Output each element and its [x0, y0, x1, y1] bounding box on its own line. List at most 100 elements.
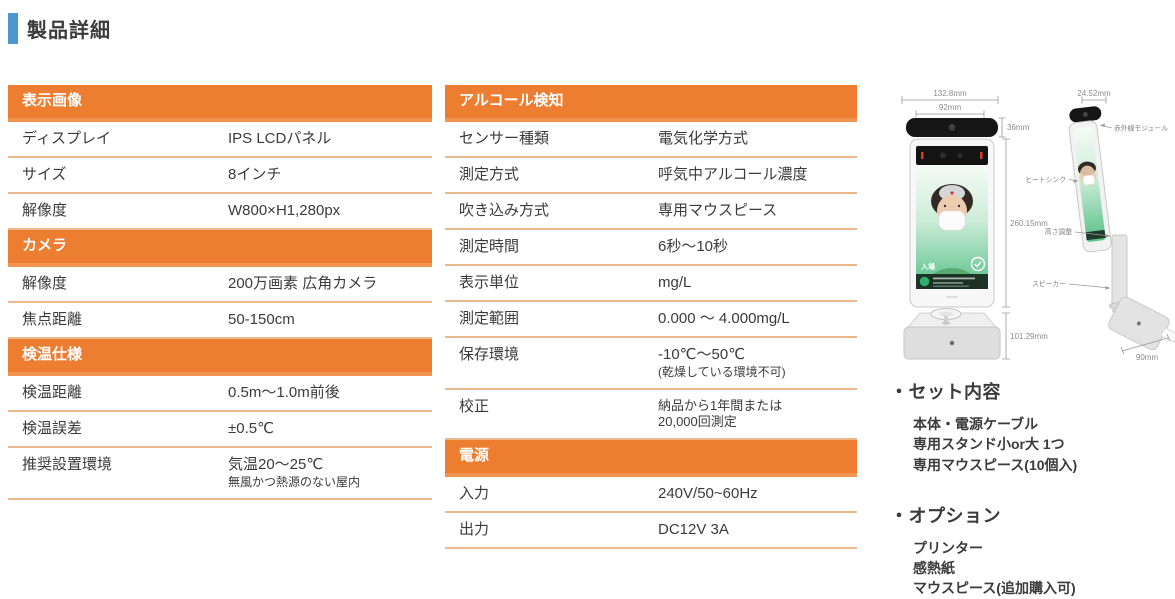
height-adjust-label: 高さ調整 — [1045, 227, 1072, 236]
spec-value: IPS LCDパネル — [228, 130, 332, 147]
spec-value: 専用マウスピース — [658, 202, 778, 219]
options-heading: ・オプション — [890, 505, 1001, 526]
spec-row: 測定範囲 0.000 ～ 4.000mg/L — [445, 302, 857, 338]
set-contents-heading: ・セット内容 — [890, 382, 1001, 402]
spec-key: 保存環境 — [459, 346, 520, 363]
product-images: 132.8mm 92mm 36mm — [901, 89, 1175, 362]
spec-value: 呼気中アルコール濃度 — [658, 166, 808, 183]
spec-row: センサー種類 電気化学方式 — [445, 122, 857, 158]
section-header-power: 電源 — [445, 440, 857, 477]
dim-line — [1002, 312, 1010, 360]
spec-row: 解像度 W800×H1,280px — [8, 194, 432, 230]
spec-key: 解像度 — [22, 202, 68, 219]
dim-body-height-label: 260.15mm — [1010, 219, 1048, 228]
dim-base-height-label: 101.29mm — [1010, 332, 1048, 341]
spec-key: 検温距離 — [22, 384, 83, 401]
spec-row: 解像度 200万画素 広角カメラ — [8, 267, 432, 303]
spec-value-main: 気温20～25℃ — [228, 456, 324, 473]
spec-value: 電気化学方式 — [658, 130, 749, 147]
spec-row: 表示単位 mg/L — [445, 266, 857, 302]
spec-row: 出力 DC12V 3A — [445, 513, 857, 549]
device-base-side — [1108, 296, 1175, 351]
arrowhead — [1100, 123, 1105, 128]
section-header-temperature: 検温仕様 — [8, 339, 432, 376]
spec-row: 入力 240V/50~60Hz — [445, 477, 857, 513]
options-list: プリンター 感熱紙 マウスピース(追加購入可) — [913, 538, 1175, 599]
spec-key: 測定範囲 — [459, 310, 520, 327]
spec-key: 入力 — [459, 485, 490, 502]
dim-width-inner-label: 92mm — [939, 103, 962, 112]
spec-value: 50-150cm — [228, 311, 295, 328]
heatsink-label: ヒートシンク — [1025, 176, 1066, 184]
spec-value: 0.000 ～ 4.000mg/L — [658, 310, 790, 327]
arrowhead — [1073, 179, 1078, 183]
front-view: 132.8mm 92mm 36mm — [901, 89, 1048, 360]
spec-row: 測定方式 呼気中アルコール濃度 — [445, 158, 857, 194]
camera-module — [906, 118, 998, 137]
spec-key: 測定時間 — [459, 238, 520, 255]
device-base-front — [903, 308, 1001, 360]
spec-row: 保存環境 -10℃～50℃ (乾燥している環境不可) — [445, 338, 857, 390]
spec-value: 6秒～10秒 — [658, 238, 729, 255]
spec-value-line: 納品から1年間または — [658, 398, 783, 413]
spec-row: サイズ 8インチ — [8, 158, 432, 194]
title-accent-bar — [8, 13, 18, 44]
spec-row: 焦点距離 50-150cm — [8, 303, 432, 339]
dim-line — [1002, 138, 1010, 308]
spec-key: ディスプレイ — [22, 130, 111, 147]
spec-value: DC12V 3A — [658, 521, 729, 538]
spec-row: ディスプレイ IPS LCDパネル — [8, 122, 432, 158]
annotation-arrow — [1074, 231, 1111, 237]
spec-key: 検温誤差 — [22, 420, 83, 437]
dim-width-outer-label: 132.8mm — [933, 89, 967, 98]
set-contents-item: 専用マウスピース(10個入) — [913, 456, 1078, 473]
spec-row: 吹き込み方式 専用マウスピース — [445, 194, 857, 230]
options-item: 感熱紙 — [913, 560, 955, 577]
alcohol-power-spec-table: アルコール検知 センサー種類 電気化学方式 測定方式 呼気中アルコール濃度 吹き… — [445, 85, 857, 549]
section-header-camera: カメラ — [8, 230, 432, 267]
spec-value: 納品から1年間または 20,000回測定 — [658, 390, 857, 438]
spec-key: 出力 — [459, 521, 490, 538]
annotation-arrow — [1068, 283, 1111, 289]
dim-line — [1081, 96, 1107, 104]
spec-key: サイズ — [22, 166, 67, 183]
check-circle-icon — [970, 256, 986, 272]
spec-value: ±0.5℃ — [228, 420, 274, 437]
spec-key: センサー種類 — [459, 130, 550, 147]
section-header-display: 表示画像 — [8, 85, 432, 122]
spec-value: 0.5m～1.0m前後 — [228, 384, 340, 401]
page-title: 製品詳細 — [8, 13, 111, 44]
display-camera-temp-spec-table: 表示画像 ディスプレイ IPS LCDパネル サイズ 8インチ 解像度 W800… — [8, 85, 432, 500]
checkmark-icon — [974, 261, 982, 268]
spec-key: 吹き込み方式 — [459, 202, 550, 219]
spec-value: -10℃～50℃ (乾燥している環境不可) — [658, 338, 857, 388]
dim-base-width-label: 90mm — [1136, 353, 1159, 362]
spec-value-note: 無風かつ熱源のない屋内 — [228, 475, 361, 489]
spec-key: 解像度 — [22, 275, 68, 292]
dim-line — [901, 96, 999, 104]
options-item: プリンター — [913, 539, 983, 556]
dim-line — [1120, 333, 1171, 355]
spec-value-main: -10℃～50℃ — [658, 346, 746, 363]
spec-row: 校正 納品から1年間または 20,000回測定 — [445, 390, 857, 440]
spec-value: 8インチ — [228, 166, 282, 183]
spec-value: 気温20～25℃ 無風かつ熱源のない屋内 — [228, 448, 432, 498]
side-view: 24.52mm — [1025, 89, 1175, 362]
dim-line — [998, 117, 1006, 138]
spec-row: 検温距離 0.5m～1.0m前後 — [8, 376, 432, 412]
dim-module-height-label: 36mm — [1007, 123, 1030, 132]
spec-value-line: 20,000回測定 — [658, 414, 737, 429]
arrowhead — [1105, 234, 1110, 238]
spec-value: mg/L — [658, 274, 692, 291]
spec-value: 240V/50~60Hz — [658, 485, 758, 502]
screen-entry-label: 入場 — [920, 262, 935, 271]
spec-row: 推奨設置環境 気温20～25℃ 無風かつ熱源のない屋内 — [8, 448, 432, 500]
speaker-label: スピーカー — [1032, 280, 1066, 288]
set-contents-list: 本体・電源ケーブル 専用スタンド小or大 1つ 専用マウスピース(10個入) — [913, 414, 1175, 475]
spec-key: 表示単位 — [459, 274, 520, 291]
spec-key: 焦点距離 — [22, 311, 83, 328]
spec-value-note: (乾燥している環境不可) — [658, 365, 786, 379]
product-info-column: 132.8mm 92mm 36mm — [888, 85, 1175, 599]
infrared-module-label: 赤外線モジュール — [1114, 124, 1168, 133]
spec-key: 校正 — [459, 398, 490, 415]
